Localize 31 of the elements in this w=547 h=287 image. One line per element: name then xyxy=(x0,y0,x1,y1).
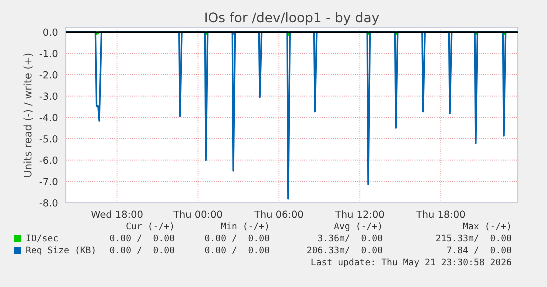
x-tick-label: Thu 12:00 xyxy=(335,210,384,218)
text: 0.00 / 0.00 xyxy=(110,234,174,242)
text: 3.36m/ 0.00 xyxy=(318,234,382,242)
y-tick-label: -7.0 xyxy=(40,178,58,186)
y-tick-label: -4.0 xyxy=(40,114,58,122)
legend-label: IO/sec xyxy=(26,234,58,242)
text: 0.00 / 0.00 xyxy=(205,246,270,254)
text: 0.00 / 0.00 xyxy=(205,234,270,242)
text: 215.33m/ 0.00 xyxy=(436,234,512,242)
y-tick-label: -3.0 xyxy=(40,92,58,100)
x-tick-label: Thu 18:00 xyxy=(416,210,466,218)
legend-label: Req Size (KB) xyxy=(26,246,95,256)
text: Min (-/+) xyxy=(221,222,268,231)
text: Cur (-/+) xyxy=(126,222,174,231)
text: Avg (-/+) xyxy=(334,222,382,232)
text: Max (-/+) xyxy=(463,222,510,231)
y-axis-title: Units read (-) / write (+) xyxy=(24,54,34,178)
y-tick-label: -5.0 xyxy=(40,135,58,143)
y-tick-label: -6.0 xyxy=(40,156,58,164)
chart-title: IOs for /dev/loop1 - by day xyxy=(206,12,380,26)
y-tick-label: -1.0 xyxy=(40,50,58,58)
x-tick-label: Thu 06:00 xyxy=(254,210,304,218)
y-tick-label: 0.0 xyxy=(44,28,58,36)
text: Last update: Thu May 21 23:30:58 2026 xyxy=(312,258,512,268)
x-tick-label: Thu 00:00 xyxy=(174,210,222,218)
text: 0.00 / 0.00 xyxy=(110,246,174,254)
x-tick-label: Wed 18:00 xyxy=(91,210,143,218)
y-tick-label: -8.0 xyxy=(40,199,58,207)
text: 206.33m/ 0.00 xyxy=(308,246,382,254)
y-tick-label: -2.0 xyxy=(40,71,58,79)
text: 7.84 / 0.00 xyxy=(447,246,512,254)
